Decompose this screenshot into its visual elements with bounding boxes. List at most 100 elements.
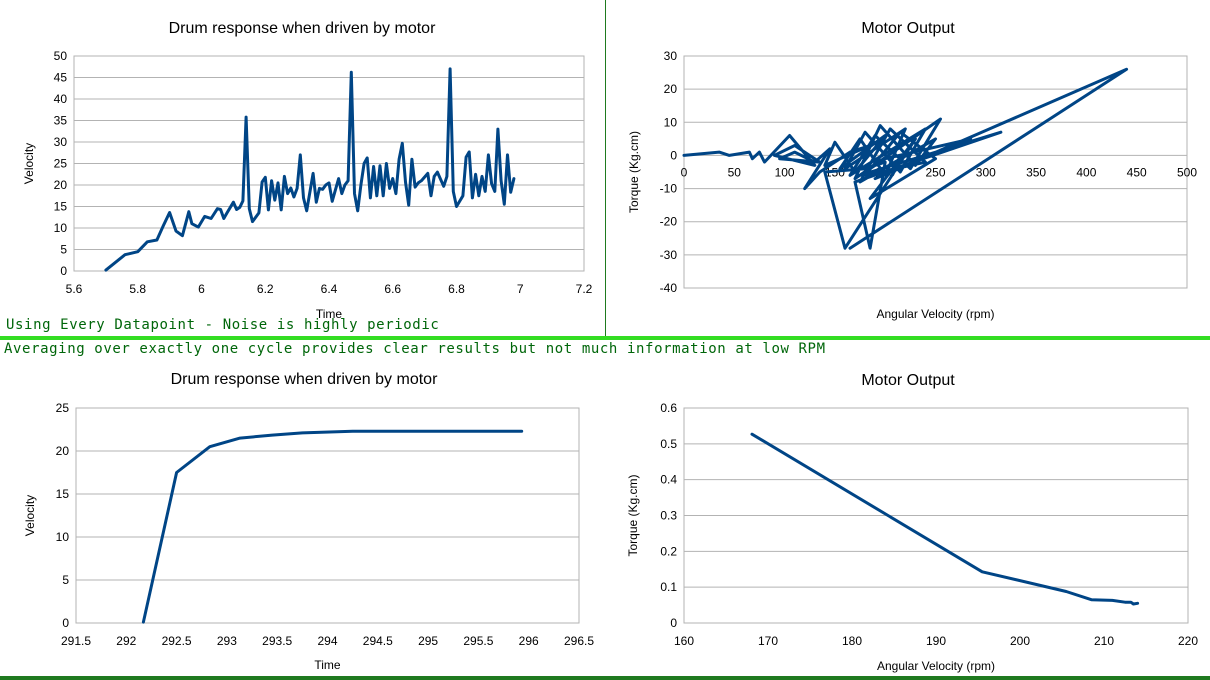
horizontal-divider — [0, 336, 1210, 340]
x-tick-label: 295 — [418, 634, 438, 648]
x-tick-label: 190 — [926, 634, 946, 648]
y-tick-label: 0.4 — [660, 473, 677, 487]
bottom-border — [0, 676, 1210, 680]
note-averaging: Averaging over exactly one cycle provide… — [4, 341, 826, 357]
chart-title: Motor Output — [861, 20, 955, 37]
y-tick-label: 25 — [54, 157, 68, 171]
y-tick-label: 5 — [62, 573, 69, 587]
x-tick-label: 170 — [758, 634, 778, 648]
chart-drum-response-avg: 0 5 10 15 20 25 291.5 292 292.5 293 293.5 294 294.5 2… — [23, 371, 594, 672]
x-tick-label: 295.5 — [463, 634, 493, 648]
y-tick-label: 50 — [54, 49, 68, 63]
y-tick-label: 0 — [670, 148, 677, 162]
x-tick-label: 292.5 — [162, 634, 192, 648]
y-tick-label: 0.2 — [660, 544, 677, 558]
x-tick-label: 180 — [842, 634, 862, 648]
y-tick-label: 20 — [56, 444, 70, 458]
plot-area-frame — [683, 407, 1189, 624]
x-tick-label: 6.2 — [257, 282, 274, 296]
x-tick-label: 450 — [1127, 165, 1147, 179]
y-tick-label: 35 — [54, 114, 68, 128]
y-tick-label: 20 — [664, 82, 678, 96]
y-tick-label: 15 — [56, 487, 70, 501]
x-axis-label: Time — [316, 307, 343, 321]
x-tick-label: 160 — [674, 634, 694, 648]
x-tick-label: 50 — [728, 165, 742, 179]
y-tick-label: -30 — [660, 248, 678, 262]
y-axis-label: Torque (Kg.cm) — [626, 474, 640, 556]
x-axis-label: Angular Velocity (rpm) — [877, 659, 995, 673]
x-tick-label: 350 — [1026, 165, 1046, 179]
y-tick-label: 10 — [56, 530, 70, 544]
x-tick-label: 294 — [317, 634, 337, 648]
series-line — [141, 429, 524, 624]
y-axis-label: Velocity — [22, 143, 36, 184]
x-tick-label: 293.5 — [262, 634, 292, 648]
x-axis-label: Time — [314, 658, 341, 672]
y-tick-label: 0.5 — [660, 437, 677, 451]
x-tick-label: 296 — [519, 634, 539, 648]
y-tick-label: 0.6 — [660, 401, 677, 415]
chart-drum-response-all: 0 5 10 15 20 25 30 35 40 45 50 5.6 5.8 6 6.2 6.4 6.6 6.8 7… — [22, 20, 593, 321]
y-tick-label: 0 — [670, 616, 677, 630]
x-tick-label: 6.8 — [448, 282, 465, 296]
y-tick-label: 0 — [60, 264, 67, 278]
x-tick-label: 500 — [1177, 165, 1197, 179]
x-tick-label: 210 — [1094, 634, 1114, 648]
x-tick-label: 294.5 — [363, 634, 393, 648]
y-tick-label: -20 — [660, 215, 678, 229]
chart-title: Motor Output — [861, 372, 955, 389]
plot-area-frame — [75, 407, 580, 624]
x-tick-label: 250 — [925, 165, 945, 179]
y-tick-label: 45 — [54, 71, 68, 85]
chart-title: Drum response when driven by motor — [171, 371, 438, 388]
chart-panel-motor-output-avg: 0 0.1 0.2 0.3 0.4 0.5 0.6 160 170 180 190 200 210 220… — [605, 362, 1210, 676]
y-tick-label: 10 — [664, 115, 678, 129]
y-tick-label: 20 — [54, 178, 68, 192]
y-tick-label: 30 — [664, 49, 678, 63]
x-tick-label: 291.5 — [61, 634, 91, 648]
y-tick-label: 0 — [62, 616, 69, 630]
y-axis-label: Velocity — [23, 495, 37, 536]
plot-area-frame — [73, 55, 585, 272]
chart-panel-drum-response-all: 0 5 10 15 20 25 30 35 40 45 50 5.6 5.8 6 6.2 6.4 6.6 6.8 7… — [0, 0, 605, 336]
chart-title: Drum response when driven by motor — [169, 20, 436, 37]
y-tick-label: 25 — [56, 401, 70, 415]
x-tick-label: 293 — [217, 634, 237, 648]
x-tick-label: 6.6 — [384, 282, 401, 296]
y-tick-label: 40 — [54, 92, 68, 106]
x-tick-label: 6.4 — [321, 282, 338, 296]
y-tick-label: 10 — [54, 221, 68, 235]
x-tick-label: 7.2 — [576, 282, 593, 296]
y-tick-label: -40 — [660, 281, 678, 295]
x-tick-label: 200 — [1010, 634, 1030, 648]
x-tick-label: 5.8 — [129, 282, 146, 296]
x-tick-label: 100 — [775, 165, 795, 179]
x-axis-label: Angular Velocity (rpm) — [876, 307, 994, 321]
chart-panel-drum-response-avg: 0 5 10 15 20 25 291.5 292 292.5 293 293.5 294 294.5 2… — [0, 362, 605, 676]
y-tick-label: -10 — [660, 182, 678, 196]
plot-area-frame — [683, 55, 1188, 289]
series-line — [750, 432, 1140, 606]
x-tick-label: 300 — [976, 165, 996, 179]
series-line — [682, 67, 1129, 250]
x-tick-label: 0 — [681, 165, 688, 179]
note-every-datapoint: Using Every Datapoint - Noise is highly … — [6, 317, 440, 333]
chart-motor-output-avg: 0 0.1 0.2 0.3 0.4 0.5 0.6 160 170 180 190 200 210 220… — [626, 372, 1198, 673]
vertical-divider — [605, 0, 606, 336]
series-line — [104, 67, 516, 272]
chart-panel-motor-output-all: -40 -30 -20 -10 0 10 20 30 0 50 100 150 200 250 300 350… — [606, 0, 1210, 336]
y-tick-label: 0.3 — [660, 509, 677, 523]
x-tick-label: 6 — [198, 282, 205, 296]
y-tick-label: 5 — [60, 243, 67, 257]
x-tick-label: 7 — [517, 282, 524, 296]
y-tick-label: 30 — [54, 135, 68, 149]
x-tick-label: 5.6 — [66, 282, 83, 296]
x-tick-label: 296.5 — [564, 634, 594, 648]
x-tick-label: 220 — [1178, 634, 1198, 648]
x-tick-label: 400 — [1076, 165, 1096, 179]
y-tick-label: 0.1 — [660, 580, 677, 594]
y-axis-label: Torque (Kg.cm) — [627, 131, 641, 213]
y-tick-label: 15 — [54, 200, 68, 214]
